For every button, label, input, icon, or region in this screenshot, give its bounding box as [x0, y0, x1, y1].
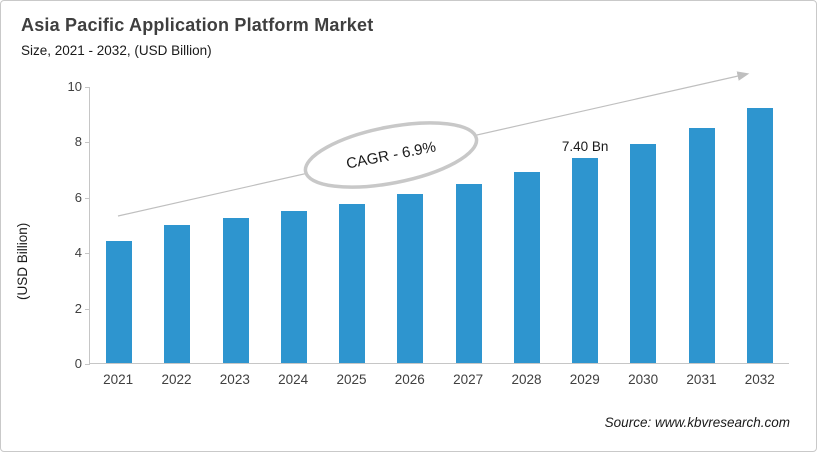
bar-column-2024: [265, 87, 323, 363]
y-tick-label: 2: [74, 300, 82, 316]
bar-2028: [513, 171, 540, 363]
bar-data-label: 7.40 Bn: [561, 139, 609, 155]
y-tick-mark: [85, 142, 90, 144]
y-tick-label: 6: [74, 189, 82, 205]
x-tick-label-2026: 2026: [394, 372, 425, 387]
x-axis-labels: 2021 2022 2023 2024 2025 2026 2027 2028 2029 2030…: [89, 372, 789, 387]
bar-column-2023: [207, 87, 265, 363]
bar-column-2025: [323, 87, 381, 363]
bar-2032: [746, 108, 773, 363]
x-tick-label-2031: 2031: [686, 372, 717, 387]
x-tick-label-2021: 2021: [103, 372, 134, 387]
plot-area: 0 2 4 6 8 10 7.40 Bn: [68, 80, 789, 371]
y-tick-label: 4: [74, 245, 82, 261]
bar-column-2028: [498, 87, 556, 363]
bar-2031: [688, 127, 715, 363]
y-tick-mark: [85, 253, 90, 255]
chart-title: Asia Pacific Application Platform Market: [21, 15, 374, 35]
chart-subtitle: Size, 2021 - 2032, (USD Billion): [21, 43, 212, 58]
bar-2030: [630, 144, 657, 363]
source-text: Source: www.kbvresearch.com: [604, 415, 790, 430]
bar-2025: [339, 203, 366, 363]
bar-column-2032: [731, 87, 789, 363]
x-tick-label-2032: 2032: [744, 372, 775, 387]
x-tick-label-2023: 2023: [219, 372, 250, 387]
y-tick-mark: [85, 87, 90, 88]
y-tick-label: 0: [74, 356, 82, 371]
y-tick-label: 10: [67, 79, 82, 94]
bar-2029: [572, 158, 599, 363]
bar-2022: [164, 224, 191, 363]
bar-2023: [222, 217, 249, 363]
bar-2021: [106, 241, 133, 363]
bar-column-2029: 7.40 Bn: [556, 87, 614, 363]
bar-2024: [280, 210, 307, 363]
bar-column-2021: [90, 87, 148, 363]
bar-column-2030: [614, 87, 672, 363]
y-tick-mark: [85, 308, 90, 310]
y-axis-title: (USD Billion): [15, 222, 30, 300]
bar-column-2026: [381, 87, 439, 363]
bar-column-2031: [673, 87, 731, 363]
bar-column-2027: [440, 87, 498, 363]
x-tick-label-2022: 2022: [161, 372, 192, 387]
y-tick-label: 8: [74, 134, 82, 150]
x-tick-label-2025: 2025: [336, 372, 367, 387]
bar-2026: [397, 194, 424, 363]
x-tick-label-2029: 2029: [569, 372, 600, 387]
x-tick-label-2030: 2030: [628, 372, 659, 387]
y-tick-mark: [85, 364, 90, 365]
bar-2027: [455, 184, 482, 363]
x-tick-label-2028: 2028: [511, 372, 542, 387]
x-tick-label-2024: 2024: [278, 372, 309, 387]
x-tick-label-2027: 2027: [453, 372, 484, 387]
bars-container: 7.40 Bn: [90, 87, 789, 363]
bar-column-2022: [148, 87, 206, 363]
y-tick-mark: [85, 197, 90, 199]
